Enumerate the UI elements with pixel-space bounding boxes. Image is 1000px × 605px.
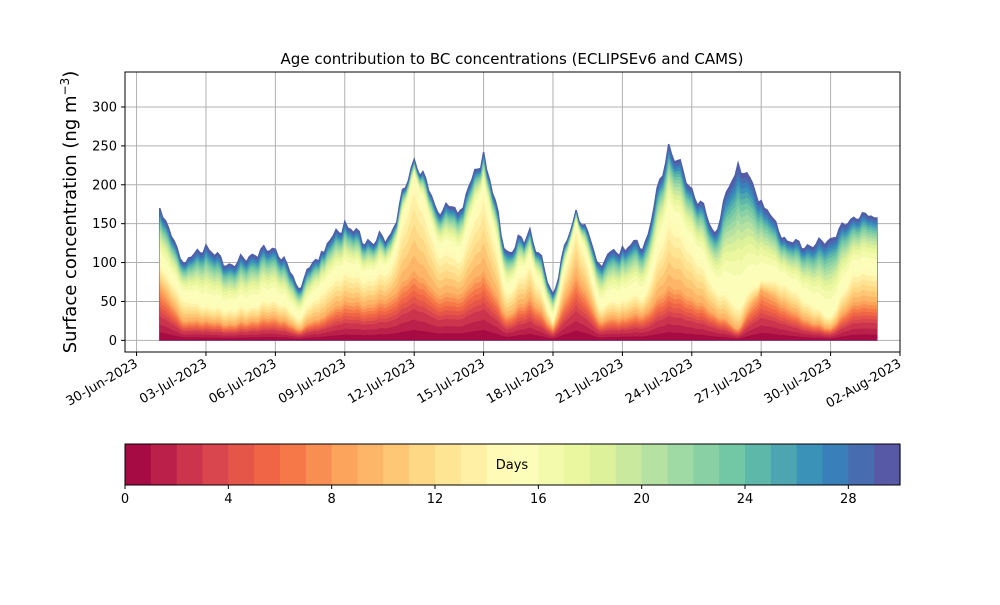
- colorbar-tick-label: 4: [224, 492, 232, 507]
- colorbar-swatch: [822, 444, 849, 485]
- colorbar-swatch: [770, 444, 798, 485]
- colorbar-swatches: [125, 444, 901, 485]
- colorbar-ticks: 0 4 8 12 16 20 24 28: [121, 485, 857, 507]
- colorbar-swatch: [564, 444, 591, 485]
- y-axis-label: Surface concentration (ng m−3): [58, 71, 81, 354]
- colorbar-tick-label: 12: [427, 492, 444, 507]
- colorbar: Days 0 4 8 12 16 20 24 28: [121, 443, 901, 507]
- colorbar-tick-label: 8: [328, 492, 336, 507]
- y-tick-label: 150: [92, 217, 117, 232]
- x-tick-label: 30-Jun-2023: [64, 356, 141, 409]
- colorbar-frame: [124, 443, 901, 486]
- y-tick-label: 200: [92, 178, 117, 193]
- y-tick-label: 100: [92, 256, 117, 271]
- colorbar-swatch: [150, 444, 178, 485]
- chart-title: Age contribution to BC concentrations (E…: [281, 50, 744, 68]
- colorbar-swatch: [641, 444, 669, 485]
- colorbar-swatch: [512, 444, 539, 485]
- x-tick-label: 02-Aug-2023: [824, 356, 904, 411]
- colorbar-swatch: [538, 444, 565, 485]
- age-band-0-days: [159, 329, 877, 341]
- colorbar-swatch: [409, 444, 436, 485]
- colorbar-swatch: [435, 444, 462, 485]
- colorbar-swatch: [357, 444, 384, 485]
- x-tick-label: 21-Jul-2023: [554, 356, 627, 407]
- x-tick-label: 18-Jul-2023: [484, 356, 557, 407]
- plot-frame: [124, 71, 901, 353]
- y-tick-label: 0: [109, 334, 117, 349]
- colorbar-tick-label: 28: [840, 492, 857, 507]
- colorbar-swatch: [254, 444, 281, 485]
- colorbar-swatch: [176, 444, 204, 485]
- x-tick-label: 09-Jul-2023: [276, 356, 349, 407]
- plot-area: 0 50 100 150 200 250 300 30-Jun-202303-Jul-202…: [64, 71, 904, 412]
- x-tick-label: 24-Jul-2023: [623, 356, 696, 407]
- colorbar-swatch: [667, 444, 694, 485]
- x-axis-ticks: 30-Jun-202303-Jul-202306-Jul-202309-Jul-…: [64, 352, 904, 412]
- y-axis-ticks: 0 50 100 150 200 250 300: [92, 101, 125, 349]
- colorbar-swatch: [305, 444, 333, 485]
- colorbar-swatch: [719, 444, 746, 485]
- colorbar-swatch: [615, 444, 643, 485]
- y-tick-label: 250: [92, 139, 117, 154]
- colorbar-swatch: [848, 444, 875, 485]
- colorbar-swatch: [693, 444, 720, 485]
- x-tick-label: 03-Jul-2023: [137, 356, 210, 407]
- y-axis-label-main: Surface concentration (ng m: [60, 95, 81, 353]
- colorbar-swatch: [228, 444, 255, 485]
- colorbar-tick-label: 16: [530, 492, 547, 507]
- colorbar-swatch: [796, 444, 824, 485]
- x-tick-label: 27-Jul-2023: [692, 356, 765, 407]
- y-tick-label: 50: [100, 295, 117, 310]
- y-axis-label-exponent: −3: [58, 78, 72, 96]
- colorbar-label: Days: [496, 458, 529, 473]
- x-tick-label: 15-Jul-2023: [415, 356, 488, 407]
- colorbar-tick-label: 24: [737, 492, 754, 507]
- y-axis-label-close: ): [60, 71, 81, 78]
- colorbar-swatch: [874, 444, 901, 485]
- colorbar-swatch: [745, 444, 772, 485]
- colorbar-swatch: [280, 444, 307, 485]
- colorbar-swatch: [590, 444, 617, 485]
- colorbar-swatch: [486, 444, 514, 485]
- colorbar-swatch: [460, 444, 488, 485]
- x-tick-label: 12-Jul-2023: [345, 356, 418, 407]
- colorbar-swatch: [202, 444, 229, 485]
- colorbar-tick-label: 20: [633, 492, 650, 507]
- x-tick-label: 06-Jul-2023: [207, 356, 280, 407]
- stacked-areas: [158, 143, 878, 342]
- y-tick-label: 300: [92, 101, 117, 116]
- colorbar-swatch: [383, 444, 410, 485]
- colorbar-swatch: [331, 444, 359, 485]
- colorbar-tick-label: 0: [121, 492, 129, 507]
- colorbar-swatch: [125, 444, 152, 485]
